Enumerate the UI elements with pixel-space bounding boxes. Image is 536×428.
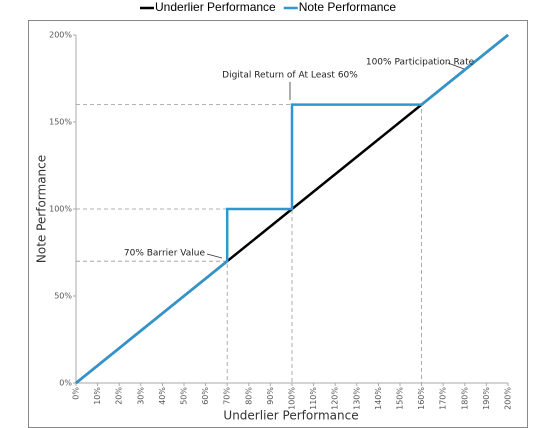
x-tick-label: 70% <box>223 387 232 405</box>
y-tick-label: 50% <box>54 292 72 301</box>
legend-label: Note Performance <box>299 0 397 14</box>
annotation-arrow <box>206 253 223 259</box>
guide-line <box>76 260 228 383</box>
x-tick-label: 0% <box>72 387 81 400</box>
x-tick-label: 80% <box>244 387 253 405</box>
x-tick-label: 140% <box>374 387 383 410</box>
x-tick-label: 160% <box>417 387 426 410</box>
annotation: 100% Participation Rate <box>366 58 475 68</box>
x-tick-label: 20% <box>115 387 124 405</box>
x-tick-label: 50% <box>180 387 189 405</box>
y-tick-label: 150% <box>49 118 72 127</box>
x-tick-label: 40% <box>158 387 167 405</box>
x-tick-label: 90% <box>266 387 275 405</box>
x-tick-label: 180% <box>460 387 469 410</box>
x-tick-label: 110% <box>309 387 318 410</box>
y-tick-label: 0% <box>59 379 72 388</box>
x-tick-label: 120% <box>331 387 340 410</box>
x-tick-label: 190% <box>482 387 491 410</box>
x-tick-label: 200% <box>504 387 513 410</box>
x-tick-label: 10% <box>93 387 102 405</box>
x-tick-label: 60% <box>201 387 210 405</box>
x-tick-label: 30% <box>136 387 145 405</box>
series-line <box>75 34 509 384</box>
annotation: Digital Return of At Least 60% <box>222 71 358 81</box>
annotation: 70% Barrier Value <box>124 249 206 259</box>
x-tick-label: 100% <box>288 387 297 410</box>
legend-label: Underlier Performance <box>155 0 276 14</box>
annotation-arrow <box>447 62 465 70</box>
y-tick-label: 100% <box>49 205 72 214</box>
x-tick-label: 130% <box>352 387 361 410</box>
y-axis-title: Note Performance <box>35 155 49 263</box>
x-tick-label: 150% <box>396 387 405 410</box>
x-tick-label: 170% <box>439 387 448 410</box>
y-tick-label: 200% <box>49 31 72 40</box>
guide-line <box>76 208 293 383</box>
chart-frame <box>28 20 528 428</box>
x-axis-title: Underlier Performance <box>223 409 358 423</box>
